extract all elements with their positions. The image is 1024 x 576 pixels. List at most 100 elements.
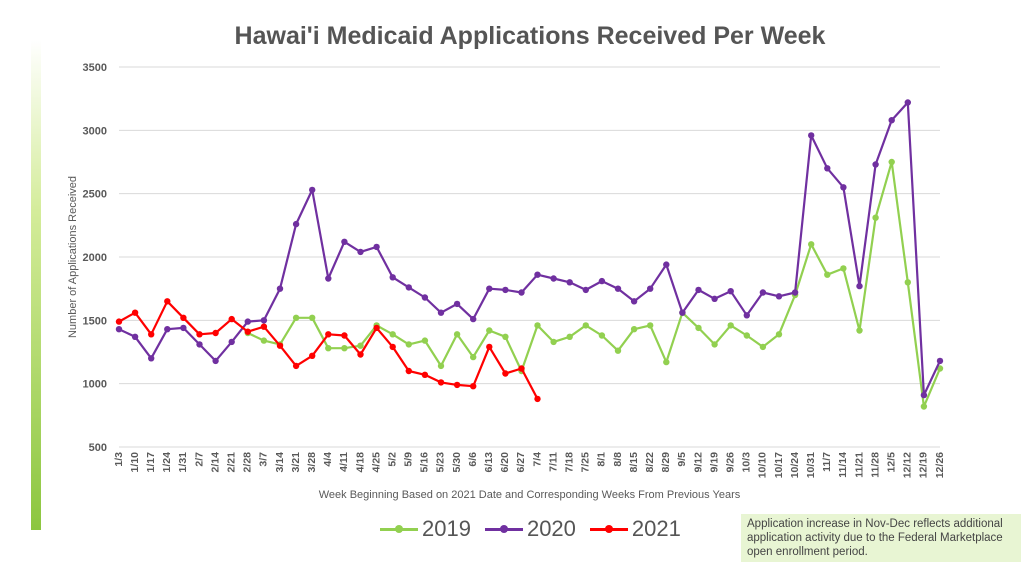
data-point-2021-2-7 [196,331,203,338]
data-point-2020-7-11 [550,275,557,282]
data-point-2020-6-27 [518,289,525,296]
x-tick-label-10-17: 10/17 [773,452,785,478]
data-point-2019-8-29 [663,358,670,366]
data-point-2019-11-21 [856,327,863,334]
data-point-2020-12-19 [920,391,928,399]
data-point-2021-4-11 [341,332,348,339]
data-point-2020-9-19 [711,295,718,302]
x-tick-label-2-7: 2/7 [193,452,205,467]
data-point-2019-11-28 [872,214,879,221]
y-tick-label-3500: 3500 [83,62,107,74]
x-tick-label-8-15: 8/15 [628,452,640,473]
data-point-2021-1-24 [164,298,171,305]
legend-swatch-2021 [589,524,628,533]
legend-item-2020[interactable]: 2020 [484,516,576,542]
x-tick-label-8-29: 8/29 [660,452,672,473]
x-tick-label-6-13: 6/13 [483,452,495,473]
data-point-2020-7-25 [582,286,589,294]
data-point-2019-7-25 [582,322,589,329]
data-point-2020-9-26 [727,288,734,295]
data-point-2019-10-17 [775,331,783,338]
x-tick-label-4-4: 4/4 [322,452,334,467]
data-point-2021-4-25 [373,324,380,332]
x-tick-label-2-28: 2/28 [242,452,254,473]
data-point-2021-6-6 [470,383,477,390]
data-point-2019-5-9 [405,341,412,348]
x-tick-label-7-18: 7/18 [564,452,576,473]
x-tick-label-6-27: 6/27 [515,452,527,473]
data-point-2020-7-4 [534,271,541,278]
data-point-2019-9-12 [695,324,702,332]
data-point-2019-7-11 [550,338,557,346]
data-point-2019-7-4 [534,322,541,329]
data-point-2019-3-28 [309,314,316,321]
x-tick-label-5-30: 5/30 [451,452,463,473]
data-point-2019-3-7 [260,337,268,344]
x-tick-label-10-10: 10/10 [757,452,769,478]
x-tick-label-3-14: 3/14 [274,452,286,473]
data-point-2019-6-6 [470,353,477,361]
data-point-2020-2-21 [228,338,235,346]
data-point-2020-9-12 [695,286,702,294]
legend: 2019 2020 2021 [380,516,681,542]
data-point-2020-5-2 [389,274,396,281]
x-tick-label-4-25: 4/25 [370,452,382,473]
x-tick-label-7-11: 7/11 [547,452,559,472]
data-point-2021-6-27 [518,365,525,372]
data-point-2020-5-16 [421,294,429,301]
data-point-2021-5-30 [453,381,461,389]
x-tick-label-3-21: 3/21 [290,452,302,473]
data-point-2020-4-4 [325,275,332,282]
data-point-2019-7-18 [566,333,573,340]
x-tick-label-9-26: 9/26 [725,452,737,473]
data-point-2021-5-23 [437,379,445,386]
data-point-2019-8-1 [598,332,606,339]
data-point-2020-1-3 [115,326,123,333]
x-tick-label-7-25: 7/25 [580,452,592,473]
series-line-2019 [247,160,942,408]
data-point-2020-11-21 [856,282,863,290]
x-axis-title: Week Beginning Based on 2021 Date and Co… [319,489,741,501]
y-tick-label-2500: 2500 [83,189,107,201]
x-tick-label-6-6: 6/6 [467,452,479,467]
x-tick-label-8-1: 8/1 [596,452,608,467]
data-point-2020-4-25 [373,243,380,251]
x-tick-label-10-31: 10/31 [805,452,817,478]
data-point-2019-4-11 [341,345,348,352]
y-tick-label-1000: 1000 [83,379,107,391]
x-tick-label-7-4: 7/4 [531,452,543,467]
data-point-2020-12-26 [936,357,944,365]
data-point-2020-6-13 [486,285,493,292]
data-point-2020-1-24 [164,326,171,333]
data-point-2020-6-6 [470,315,477,323]
data-point-2020-11-14 [840,184,847,191]
y-tick-label-1500: 1500 [83,315,107,327]
data-point-2021-1-3 [115,318,123,325]
data-point-2019-12-12 [904,279,911,286]
data-point-2020-5-23 [437,309,445,316]
data-point-2020-4-18 [357,248,364,256]
chart-title: Hawai'i Medicaid Applications Received P… [234,22,826,50]
legend-label-2021: 2021 [631,516,681,541]
x-tick-label-1-31: 1/31 [177,452,189,473]
data-point-2019-5-23 [437,362,445,370]
data-point-2019-10-10 [759,343,767,351]
data-point-2021-3-21 [292,362,300,370]
data-point-2021-5-2 [389,343,396,351]
x-tick-label-2-14: 2/14 [209,452,221,473]
data-point-2020-2-7 [196,341,203,348]
x-tick-label-12-26: 12/26 [934,452,946,478]
legend-item-2021[interactable]: 2021 [589,516,681,542]
x-tick-label-3-7: 3/7 [258,452,270,467]
x-tick-label-3-28: 3/28 [306,452,318,473]
data-point-2020-2-14 [212,357,219,365]
data-point-2019-6-20 [502,333,509,340]
data-point-2021-3-14 [276,342,284,349]
data-point-2020-10-10 [759,289,767,296]
data-point-2020-11-28 [872,161,879,168]
data-point-2020-1-17 [148,355,155,362]
x-tick-label-10-3: 10/3 [741,452,753,473]
legend-item-2019[interactable]: 2019 [380,516,471,542]
data-point-2021-1-10 [131,309,139,316]
data-point-2021-3-28 [309,352,316,359]
